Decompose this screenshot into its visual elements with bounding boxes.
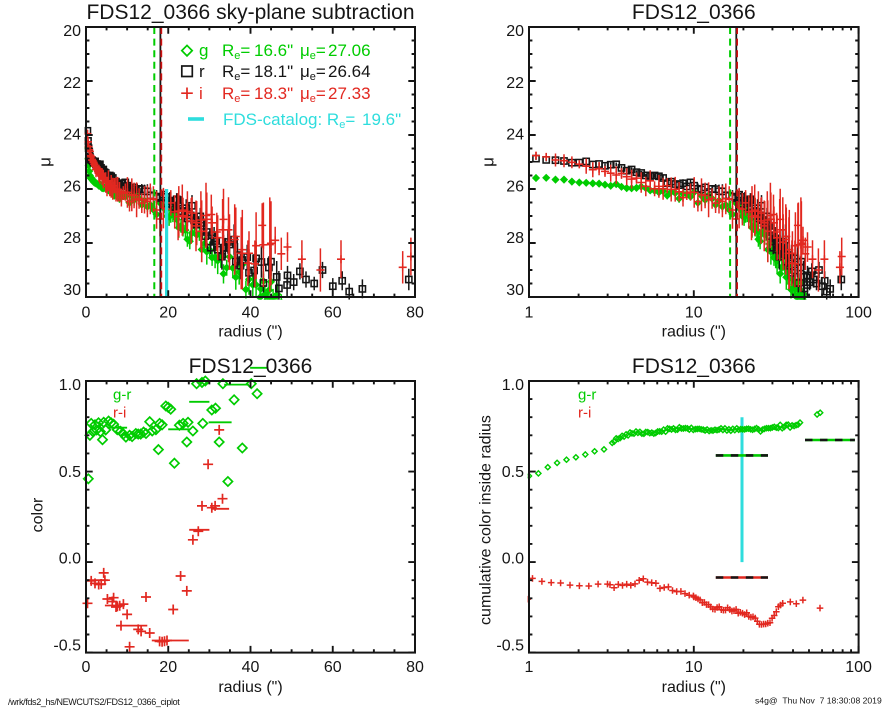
svg-text:18.1": 18.1" [254,62,293,81]
svg-text:18.3": 18.3" [254,84,293,103]
svg-text:radius ("): radius (") [218,324,282,341]
svg-text:g-r: g-r [578,387,596,404]
svg-text:100: 100 [845,659,872,676]
svg-text:μ: μ [479,157,498,167]
svg-text:20: 20 [63,23,81,40]
svg-text:80: 80 [406,659,424,676]
svg-text:FDS12_0366: FDS12_0366 [632,1,756,24]
svg-text:radius ("): radius (") [662,679,726,696]
svg-text:80: 80 [406,304,424,321]
svg-text:0: 0 [82,659,91,676]
svg-text:r: r [199,62,205,81]
svg-text:28: 28 [506,230,524,247]
svg-text:i: i [199,84,203,103]
svg-text:60: 60 [324,659,342,676]
svg-text:/wrk/fds2_hs/NEWCUTS2/FDS12_03: /wrk/fds2_hs/NEWCUTS2/FDS12_0366_ciplot [8,697,180,707]
svg-text:g: g [199,41,208,60]
svg-text:μ: μ [36,157,55,167]
svg-text:r-i: r-i [578,405,591,422]
svg-text:0.5: 0.5 [502,464,524,481]
svg-text:30: 30 [63,282,81,299]
svg-text:0.0: 0.0 [502,551,524,568]
svg-text:1: 1 [525,659,534,676]
svg-text:22: 22 [63,75,81,92]
svg-text:27.33: 27.33 [328,84,371,103]
svg-text:10: 10 [685,659,703,676]
svg-text:1.0: 1.0 [502,377,524,394]
svg-text:radius ("): radius (") [218,679,282,696]
svg-text:19.6": 19.6" [362,110,401,129]
svg-text:radius ("): radius (") [662,324,726,341]
svg-text:r-i: r-i [113,405,126,422]
svg-text:40: 40 [242,659,260,676]
svg-text:24: 24 [63,127,81,144]
svg-text:0.5: 0.5 [59,464,81,481]
svg-text:22: 22 [506,75,524,92]
svg-text:color: color [30,497,47,532]
svg-text:s4g@ Thu Nov 7 18:30:08 2019: s4g@ Thu Nov 7 18:30:08 2019 [755,695,882,705]
svg-text:FDS12_0366 sky-plane subtracti: FDS12_0366 sky-plane subtraction [86,1,414,24]
svg-text:20: 20 [159,659,177,676]
svg-text:FDS12_0366: FDS12_0366 [632,355,756,378]
svg-text:Re=: Re= [222,41,250,62]
svg-text:Re=: Re= [222,84,250,105]
svg-text:24: 24 [506,127,524,144]
svg-text:-0.5: -0.5 [53,638,81,655]
svg-text:1.0: 1.0 [59,377,81,394]
svg-text:16.6": 16.6" [254,41,293,60]
svg-text:40: 40 [242,304,260,321]
svg-text:20: 20 [506,23,524,40]
svg-text:10: 10 [685,304,703,321]
svg-text:20: 20 [159,304,177,321]
svg-text:μe=: μe= [300,84,326,105]
svg-text:30: 30 [506,282,524,299]
svg-text:g-r: g-r [113,387,131,404]
svg-text:1: 1 [525,304,534,321]
svg-text:26: 26 [63,178,81,195]
svg-text:60: 60 [324,304,342,321]
svg-text:100: 100 [845,304,872,321]
svg-text:0.0: 0.0 [59,551,81,568]
svg-text:FDS-catalog: Re=: FDS-catalog: Re= [223,110,355,131]
svg-text:cumulative color inside radius: cumulative color inside radius [478,415,495,625]
svg-text:0: 0 [82,304,91,321]
svg-text:26.64: 26.64 [328,62,371,81]
svg-text:26: 26 [506,178,524,195]
svg-text:μe=: μe= [300,62,326,83]
svg-text:28: 28 [63,230,81,247]
svg-text:Re=: Re= [222,62,250,83]
svg-text:FDS12_0366: FDS12_0366 [189,355,313,378]
svg-text:μe=: μe= [300,41,326,62]
svg-text:27.06: 27.06 [328,41,371,60]
svg-text:-0.5: -0.5 [496,638,524,655]
